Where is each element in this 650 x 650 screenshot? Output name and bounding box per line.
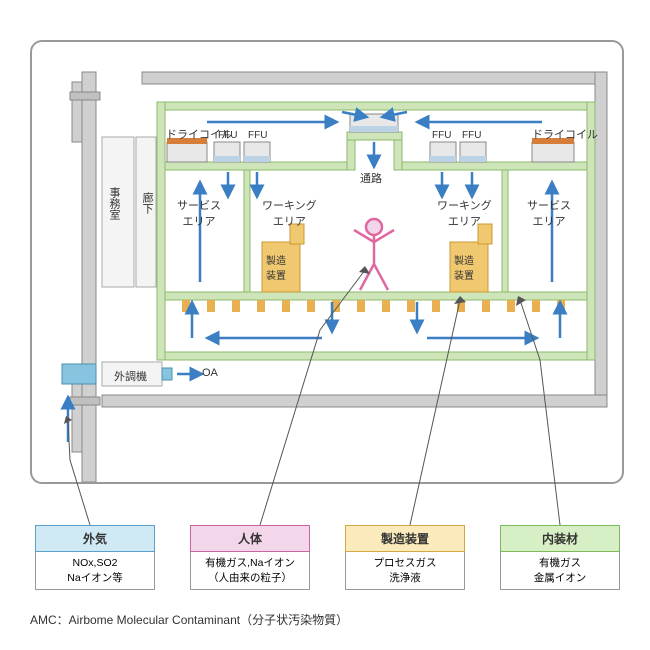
hall-label: 廊下 [139, 192, 155, 214]
ffu-label-2: FFU [248, 130, 267, 141]
diagram-frame: ドライコイル ドライコイル FFU FFU FFU FFU 通路 サービス エリ… [30, 40, 624, 484]
office-label: 事務室 [106, 187, 122, 220]
ffu-label-4: FFU [462, 130, 481, 141]
ffu-label-1: FFU [218, 130, 237, 141]
legend-outdoor: 外気 NOx,SO2 Naイオン等 [35, 525, 155, 590]
tool-label-1: 製造 装置 [266, 252, 286, 282]
tool-label-2: 製造 装置 [454, 252, 474, 282]
working-l: ワーキング エリア [262, 197, 317, 229]
service-l: サービス エリア [177, 197, 221, 229]
legend-human: 人体 有機ガス,Naイオン （人由来の粒子） [190, 525, 310, 590]
working-r: ワーキング エリア [437, 197, 492, 229]
ffu-label-3: FFU [432, 130, 451, 141]
service-r: サービス エリア [527, 197, 571, 229]
oa-label: OA [202, 367, 218, 379]
legend-tool: 製造装置 プロセスガス 洗浄液 [345, 525, 465, 590]
legend-interior: 内装材 有機ガス 金属イオン [500, 525, 620, 590]
oa-unit-label: 外調機 [114, 368, 147, 384]
corridor-label: 通路 [360, 170, 382, 186]
drycoil-label-r: ドライコイル [532, 126, 598, 142]
cleanroom-walls [32, 42, 622, 482]
footnote: AMC：Airbome Molecular Contaminant（分子状汚染物… [30, 611, 348, 628]
